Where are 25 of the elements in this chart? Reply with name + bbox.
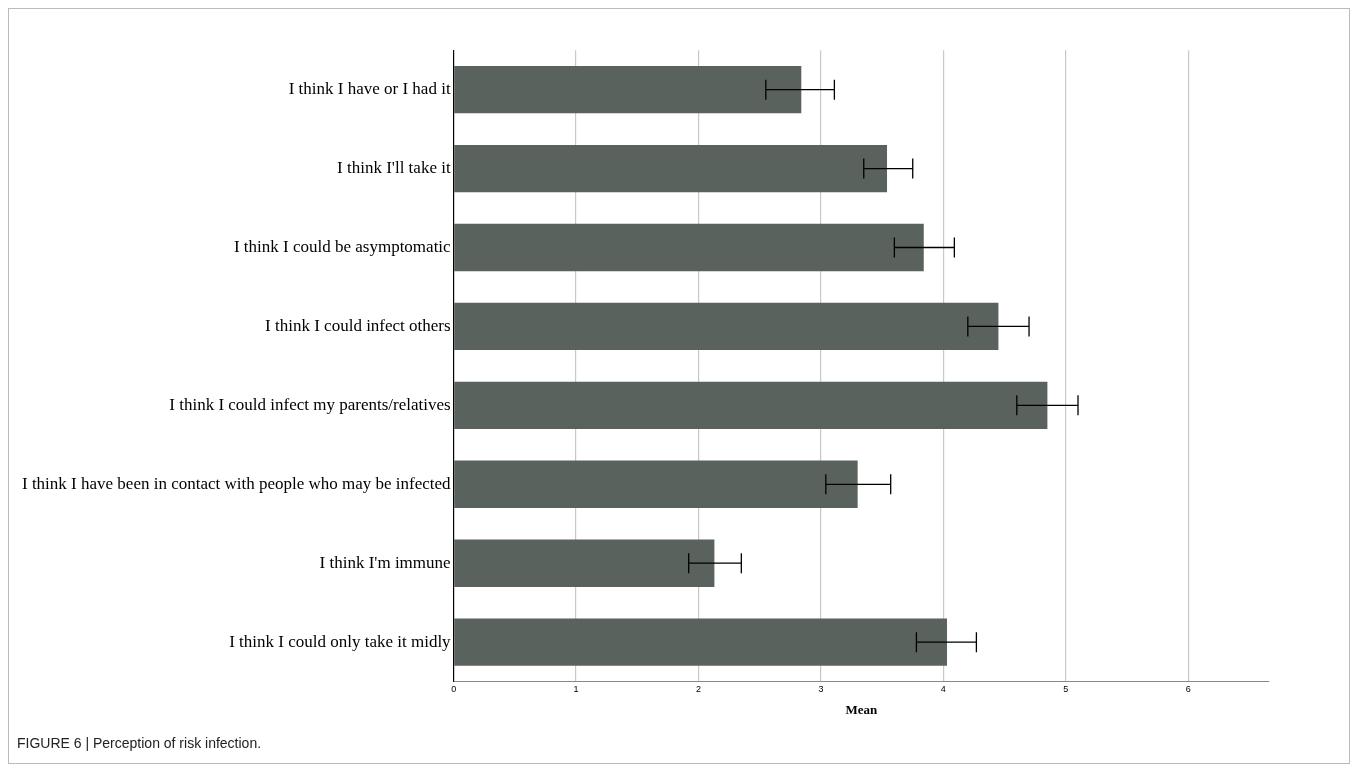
- bar: [454, 223, 924, 272]
- x-axis-title: Mean: [845, 701, 878, 717]
- bar: [454, 618, 948, 666]
- x-tick-label: 6: [1185, 684, 1191, 695]
- y-tick-label: I think I could infect others: [265, 315, 451, 335]
- x-tick-label: 5: [1063, 684, 1069, 695]
- y-tick-label: I think I have been in contact with people who may be infected: [21, 473, 452, 493]
- x-tick-label: 3: [818, 684, 824, 695]
- y-tick-label: I think I could be asymptomatic: [233, 236, 452, 256]
- x-tick-label: 1: [573, 684, 579, 695]
- bar: [454, 381, 1048, 430]
- y-tick-label: I think I could only take it midly: [229, 631, 452, 651]
- bar: [454, 460, 858, 508]
- bar: [454, 539, 715, 587]
- y-tick-label: I think I'll take it: [337, 158, 451, 178]
- bar: [454, 65, 802, 114]
- caption: FIGURE 6 | Perception of risk infection.: [16, 734, 263, 753]
- x-tick-label: 4: [940, 684, 946, 695]
- y-tick-label: I think I could infect my parents/relatives: [169, 394, 451, 414]
- x-tick-label: 2: [695, 684, 701, 695]
- y-tick-label: I think I have or I had it: [288, 79, 451, 99]
- y-tick-label: I think I'm immune: [319, 552, 451, 572]
- bar: [454, 302, 999, 351]
- bar: [454, 144, 888, 193]
- x-tick-label: 0: [451, 684, 457, 695]
